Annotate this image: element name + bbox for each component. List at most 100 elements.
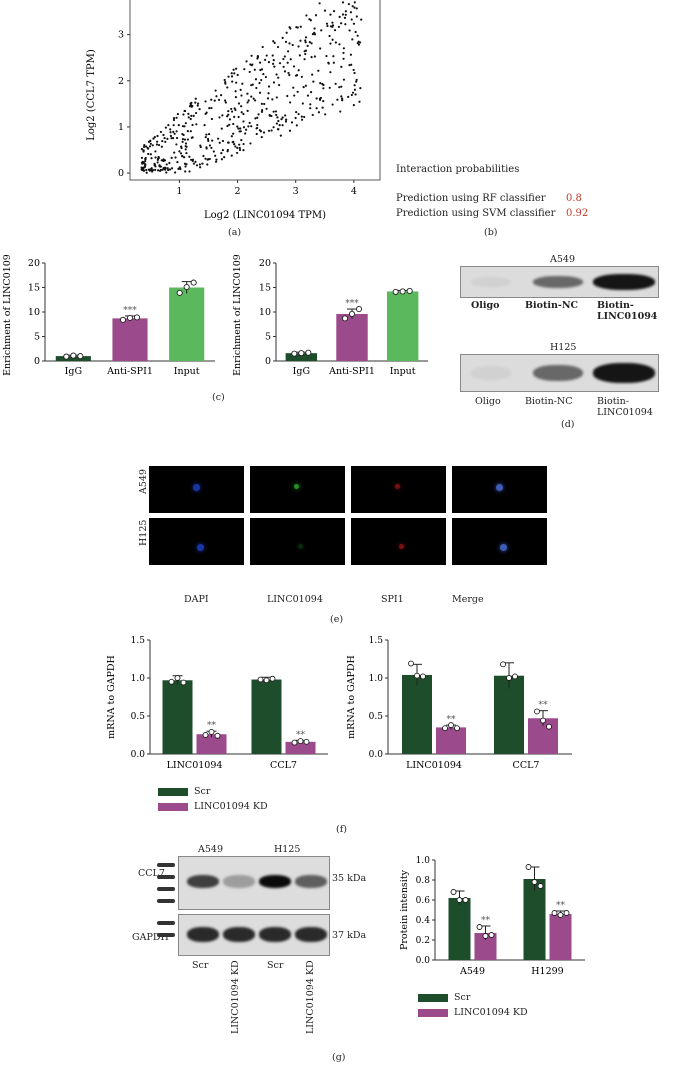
y-tick-label: 15	[259, 283, 271, 294]
scatter-point	[184, 142, 188, 145]
scatter-point	[271, 62, 275, 65]
scatter-point	[223, 78, 226, 82]
data-point	[133, 314, 141, 321]
scatter-point	[276, 116, 279, 119]
scatter-point	[304, 52, 307, 56]
scatter-point	[236, 151, 239, 155]
scatter-point	[248, 70, 251, 74]
fish-image	[250, 518, 345, 565]
scatter-point	[214, 154, 217, 157]
fish-image	[149, 466, 244, 513]
fish-image	[351, 518, 446, 565]
scatter-point	[160, 145, 163, 148]
scatter-point	[161, 168, 164, 171]
data-point	[399, 288, 406, 295]
scatter-point	[264, 75, 267, 79]
scatter-point	[247, 99, 250, 102]
bar	[336, 313, 368, 361]
scatter-point	[236, 146, 239, 149]
scatter-point	[350, 18, 353, 21]
data-point	[448, 722, 454, 729]
scatter-point	[288, 129, 292, 132]
scatter-point	[304, 39, 307, 42]
scatter-point	[291, 43, 294, 47]
scatter-point	[143, 143, 146, 147]
bar	[436, 727, 466, 754]
scatter-point	[308, 41, 311, 44]
data-point	[269, 675, 276, 682]
scatter-point	[143, 162, 146, 165]
scatter-point	[277, 76, 280, 79]
panel-e-letter: (e)	[330, 614, 344, 625]
scatter-point	[213, 99, 216, 102]
wb-group-a549: A549	[198, 844, 223, 855]
fish-signal	[395, 484, 400, 489]
scatter-point	[303, 58, 306, 61]
scatter-point	[163, 136, 166, 140]
scatter-point	[250, 125, 253, 128]
scatter-point	[210, 146, 213, 150]
panel-d-letter: (d)	[561, 419, 575, 430]
scatter-point	[298, 54, 302, 57]
scatter-point	[186, 129, 189, 133]
scatter-point	[278, 124, 281, 127]
scatter-point	[270, 114, 273, 118]
wb-gapdh-blot	[157, 914, 330, 956]
scatter-point	[250, 54, 253, 57]
scatter-point	[210, 98, 213, 101]
scatter-point	[233, 72, 236, 75]
data-point	[63, 353, 70, 360]
scatter-point	[204, 112, 207, 116]
scatter-point	[238, 146, 241, 150]
scatter-point	[199, 166, 202, 169]
scatter-point	[240, 139, 243, 142]
scatter-point	[359, 87, 362, 90]
x-tick-label: CCL7	[270, 760, 297, 771]
fish-signal	[496, 484, 503, 491]
y-tick-label: 0	[34, 356, 40, 367]
scatter-point	[267, 85, 271, 88]
blot-band	[533, 276, 583, 288]
wb-row-label-ccl7: CCL7	[138, 868, 165, 879]
scatter-point	[189, 117, 192, 121]
scatter-point	[190, 114, 193, 117]
data-point	[456, 897, 463, 903]
scatter-point	[153, 136, 156, 139]
scatter-point	[315, 97, 318, 100]
significance-label: **	[207, 721, 217, 731]
legend-g: Scr LINC01094 KD	[418, 992, 528, 1018]
scatter-frame	[129, 0, 381, 181]
scatter-point	[267, 92, 270, 95]
scatter-point	[351, 91, 355, 94]
scatter-point	[275, 113, 278, 117]
scatter-point	[322, 83, 325, 87]
rip-chart-2: 0 5 10 15 20 Enrichment of LINC01094 IgG *** Ant…	[232, 255, 428, 377]
scatter-point	[181, 138, 185, 141]
scatter-point	[244, 132, 247, 135]
scatter-point	[357, 43, 361, 46]
data-point	[305, 349, 312, 356]
scatter-point	[240, 94, 243, 97]
scatter-point	[157, 155, 160, 159]
blot-a549-lane-2: Biotin-NC	[525, 300, 579, 311]
scatter-point	[317, 69, 320, 72]
scatter-point	[162, 133, 165, 137]
scatter-point	[152, 137, 155, 140]
y-tick-label: 15	[28, 283, 40, 294]
scatter-point	[220, 127, 223, 130]
scatter-point	[274, 110, 278, 113]
scatter-point	[355, 7, 358, 10]
scatter-point	[223, 99, 227, 102]
scatter-point	[183, 125, 186, 128]
scatter-point	[208, 144, 212, 147]
scatter-point	[265, 107, 268, 110]
scatter-point	[234, 96, 237, 99]
scatter-point	[154, 168, 157, 171]
scatter-point	[275, 122, 279, 125]
scatter-point	[263, 102, 266, 106]
scatter-point	[156, 140, 159, 143]
scatter-point	[270, 129, 273, 132]
scatter-point	[300, 118, 304, 121]
wb-lane-4: LINC01094 KD	[305, 960, 316, 1034]
scatter-point	[187, 112, 190, 115]
